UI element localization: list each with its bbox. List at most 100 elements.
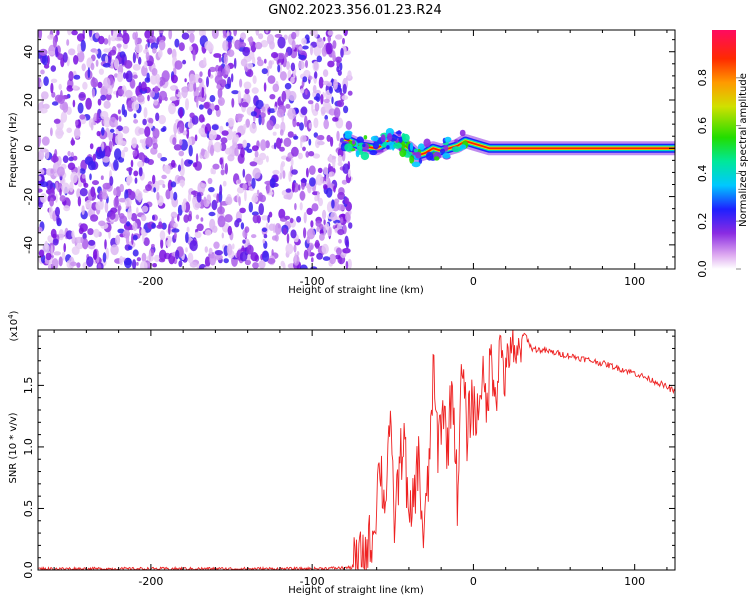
noise-speckle [141, 65, 148, 77]
noise-speckle [311, 203, 319, 212]
y-tick-label: -40 [22, 236, 35, 254]
noise-speckle [70, 261, 77, 267]
noise-speckle [103, 116, 111, 128]
noise-speckle [75, 119, 79, 126]
noise-speckle [38, 226, 43, 233]
noise-speckle [213, 241, 220, 249]
noise-speckle [222, 180, 227, 187]
noise-speckle [133, 170, 139, 177]
signal-blob [433, 156, 440, 161]
noise-speckle [209, 95, 216, 103]
noise-speckle [156, 224, 164, 229]
noise-speckle [132, 249, 139, 257]
noise-speckle [200, 217, 204, 222]
noise-speckle [217, 215, 226, 228]
noise-speckle [294, 203, 297, 211]
noise-speckle [58, 83, 62, 90]
noise-speckle [69, 181, 74, 193]
noise-speckle [38, 149, 45, 161]
noise-speckle [227, 117, 235, 127]
noise-speckle [344, 197, 350, 205]
noise-speckle [280, 161, 286, 168]
noise-speckle [282, 170, 286, 179]
noise-speckle [181, 32, 190, 40]
noise-speckle [246, 148, 253, 153]
noise-speckle [314, 102, 320, 112]
noise-speckle [199, 83, 202, 92]
noise-speckle [122, 43, 128, 50]
snr-content [38, 330, 675, 570]
noise-speckle [90, 77, 99, 88]
noise-speckle [100, 175, 104, 180]
noise-speckle [42, 243, 50, 253]
noise-speckle [124, 197, 132, 207]
noise-speckle [272, 169, 280, 175]
noise-speckle [137, 192, 142, 203]
noise-speckle [77, 43, 82, 54]
noise-speckle [82, 81, 88, 90]
noise-speckle [347, 90, 353, 96]
noise-speckle [141, 252, 147, 263]
noise-speckle [158, 114, 167, 125]
noise-speckle [323, 119, 330, 130]
noise-speckle [218, 55, 222, 63]
noise-speckle [203, 102, 210, 109]
y-tick-label: 0.5 [22, 500, 35, 518]
noise-speckle [321, 46, 327, 57]
noise-speckle [186, 226, 190, 233]
noise-speckle [71, 137, 74, 146]
signal-blob [382, 141, 388, 148]
noise-speckle [108, 34, 111, 46]
noise-speckle [338, 239, 342, 244]
noise-speckle [78, 91, 86, 101]
noise-speckle [215, 254, 223, 261]
noise-speckle [300, 106, 308, 116]
noise-speckle [308, 138, 312, 146]
noise-speckle [101, 192, 109, 200]
noise-speckle [50, 82, 54, 94]
noise-speckle [59, 188, 62, 196]
heatmap-frame [37, 29, 676, 270]
noise-speckle [105, 55, 109, 64]
noise-speckle [126, 221, 131, 227]
noise-speckle [173, 232, 177, 240]
noise-speckle [113, 196, 119, 208]
noise-speckle [143, 61, 148, 68]
noise-speckle [194, 231, 202, 239]
noise-speckle [155, 73, 161, 85]
noise-speckle [39, 107, 48, 114]
noise-speckle [56, 30, 60, 36]
noise-speckle [88, 30, 93, 38]
noise-speckle [211, 124, 219, 131]
noise-speckle [258, 260, 266, 269]
noise-speckle [306, 37, 310, 43]
noise-speckle [214, 74, 223, 85]
noise-speckle [319, 229, 324, 235]
noise-speckle [342, 247, 351, 254]
noise-speckle [317, 167, 323, 174]
noise-speckle [148, 117, 154, 125]
noise-speckle [125, 89, 133, 99]
noise-speckle [63, 243, 66, 253]
noise-speckle [224, 214, 233, 223]
noise-speckle [296, 216, 302, 223]
noise-speckle [198, 127, 205, 135]
noise-speckle [158, 39, 166, 51]
noise-speckle [174, 60, 183, 70]
noise-speckle [333, 79, 338, 90]
noise-speckle [117, 109, 121, 115]
noise-speckle [284, 215, 291, 220]
noise-speckle [225, 122, 229, 127]
noise-speckle [242, 139, 248, 148]
noise-speckle [209, 66, 217, 73]
noise-speckle [224, 147, 233, 155]
noise-speckle [51, 258, 59, 269]
noise-speckle [204, 256, 211, 268]
noise-speckle [113, 159, 119, 171]
noise-speckle [122, 125, 130, 134]
noise-speckle [333, 185, 336, 193]
noise-speckle [152, 263, 158, 268]
noise-speckle [251, 195, 259, 203]
noise-speckle [204, 126, 208, 134]
noise-speckle [189, 240, 198, 252]
